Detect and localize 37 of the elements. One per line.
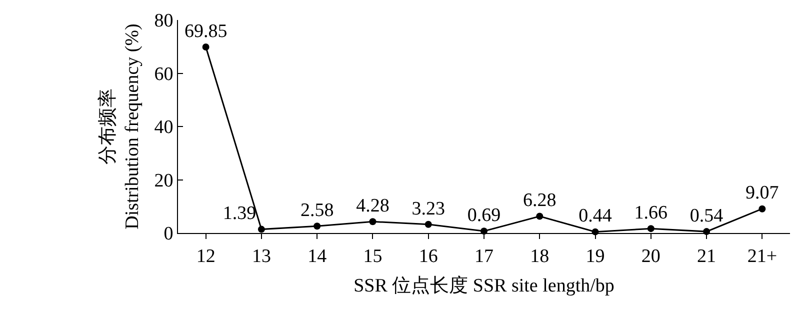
x-tick-label: 18 bbox=[530, 246, 550, 267]
data-label: 1.66 bbox=[634, 202, 668, 224]
data-label: 0.44 bbox=[578, 206, 612, 227]
x-tick-label: 12 bbox=[196, 246, 216, 267]
point bbox=[536, 212, 544, 220]
data-label: 0.54 bbox=[690, 205, 724, 226]
x-tick-label: 21 bbox=[697, 246, 716, 267]
point bbox=[314, 222, 321, 230]
x-tick-label: 19 bbox=[586, 246, 605, 267]
x-tick-label: 20 bbox=[641, 246, 660, 267]
point bbox=[647, 225, 654, 232]
point bbox=[369, 218, 376, 226]
y-tick-label: 40 bbox=[154, 117, 174, 138]
point bbox=[424, 220, 432, 228]
data-label: 0.69 bbox=[467, 205, 501, 226]
y-tick-label: 60 bbox=[154, 64, 174, 85]
x-tick-label: 21+ bbox=[747, 246, 778, 267]
y-tick-label: 20 bbox=[154, 170, 174, 192]
data-label: 9.07 bbox=[746, 182, 779, 204]
x-tick-label: 15 bbox=[363, 246, 382, 267]
data-label: 6.28 bbox=[523, 190, 556, 212]
point bbox=[758, 205, 766, 212]
x-tick-label: 17 bbox=[474, 246, 494, 267]
y-tick-label: 0 bbox=[164, 224, 174, 245]
data-label: 2.58 bbox=[300, 200, 334, 222]
x-tick-label: 16 bbox=[418, 246, 438, 267]
point bbox=[258, 226, 265, 233]
x-tick-label: 13 bbox=[252, 246, 271, 267]
data-label: 4.28 bbox=[356, 195, 390, 216]
x-axis-title: SSR 位点长度 SSR site length/bp bbox=[354, 274, 614, 297]
x-tick-label: 14 bbox=[308, 246, 328, 267]
y-tick-label: 80 bbox=[154, 10, 174, 32]
data-label: 1.39 bbox=[222, 203, 256, 224]
data-label: 3.23 bbox=[412, 198, 445, 220]
data-label: 69.85 bbox=[184, 20, 228, 42]
y-axis-title: 分布频率 Distribution frequency (%) bbox=[96, 24, 144, 230]
point bbox=[202, 44, 210, 51]
